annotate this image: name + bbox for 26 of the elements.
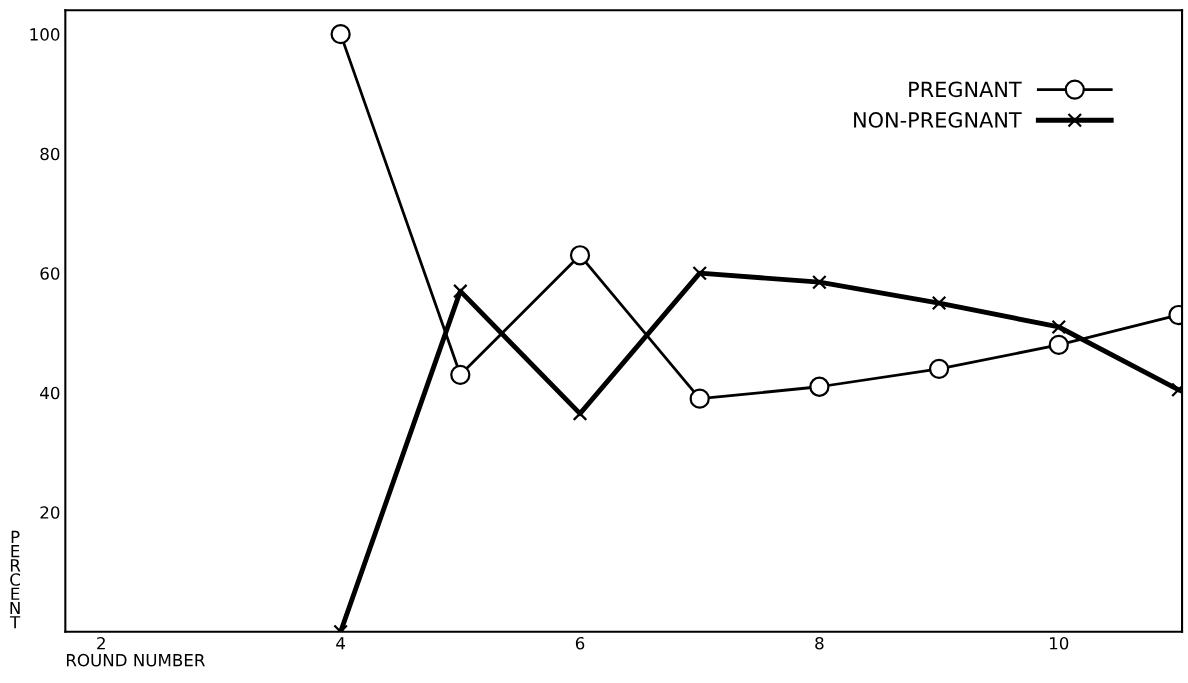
point xyxy=(809,376,830,397)
point xyxy=(931,295,947,311)
legend-label: NON-PREGNANT xyxy=(854,112,1022,128)
point xyxy=(1048,334,1069,356)
point xyxy=(452,283,468,299)
y-tick-label: 40 xyxy=(40,386,60,400)
y-tick-label: 80 xyxy=(40,147,60,161)
x-axis-title: ROUND NUMBER xyxy=(66,653,205,667)
point xyxy=(928,358,950,379)
point xyxy=(1051,319,1067,335)
y-tick-label: 60 xyxy=(40,267,60,280)
point xyxy=(692,265,708,281)
x-tick-label: 10 xyxy=(1050,636,1069,650)
y-tick-label: 20 xyxy=(40,506,60,519)
x-tick-label: 8 xyxy=(815,636,824,650)
point xyxy=(569,245,591,266)
x-tick-label: 4 xyxy=(336,637,345,650)
point xyxy=(689,388,710,409)
point xyxy=(330,24,351,45)
legend-label: PREGNANT xyxy=(909,81,1022,98)
point xyxy=(812,274,827,290)
y-axis-title: PERCENT xyxy=(9,530,21,629)
point xyxy=(450,364,471,385)
x-tick-label: 6 xyxy=(575,636,585,650)
y-tick-label: 100 xyxy=(30,28,60,41)
x-tick-label: 2 xyxy=(97,636,105,650)
